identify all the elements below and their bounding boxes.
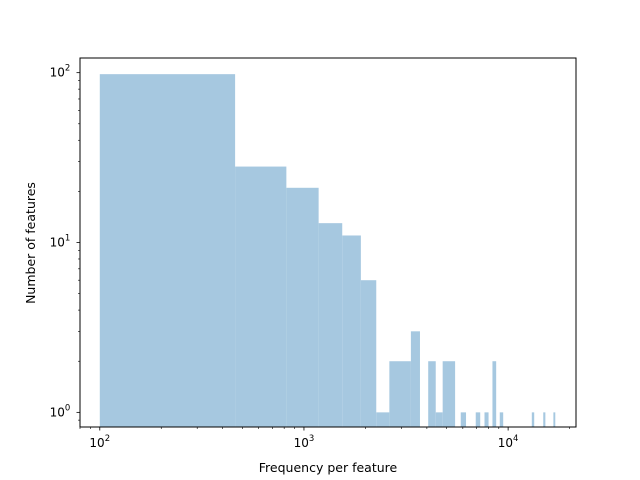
plot-area-frame: [79, 57, 577, 428]
x-tick-label: 104: [498, 434, 519, 450]
histogram-bar: [376, 412, 390, 427]
histogram-bar: [442, 361, 456, 427]
histogram-bar: [318, 223, 343, 427]
histogram-bar: [499, 412, 504, 427]
histogram-bar: [543, 412, 546, 427]
x-axis-ticks: 102 103 104: [79, 427, 570, 450]
histogram-bar: [389, 361, 411, 427]
y-axis-ticks: 100 101 102: [50, 64, 80, 421]
x-tick-label: 103: [294, 434, 315, 450]
histogram-bar: [286, 187, 319, 427]
histogram-bar: [360, 280, 377, 427]
histogram-bar: [428, 361, 436, 427]
y-tick-label: 102: [50, 64, 71, 80]
histogram-bar: [435, 412, 443, 427]
histogram-bar: [475, 412, 481, 427]
y-tick-label: 101: [50, 234, 71, 250]
histogram-bar: [235, 166, 287, 427]
histogram-bar: [460, 412, 467, 427]
x-axis-label: Frequency per feature: [259, 460, 398, 475]
y-axis-label: Number of features: [23, 182, 38, 304]
y-tick-label: 100: [50, 403, 71, 419]
histogram-bar: [492, 361, 497, 427]
histogram-bar: [410, 331, 420, 427]
histogram-bar: [484, 412, 489, 427]
histogram-bar: [553, 412, 556, 427]
histogram-bar: [531, 412, 535, 427]
bars-group: [99, 74, 556, 427]
histogram-bar: [342, 235, 361, 427]
histogram-bar: [99, 74, 236, 427]
x-tick-label: 102: [89, 434, 110, 450]
